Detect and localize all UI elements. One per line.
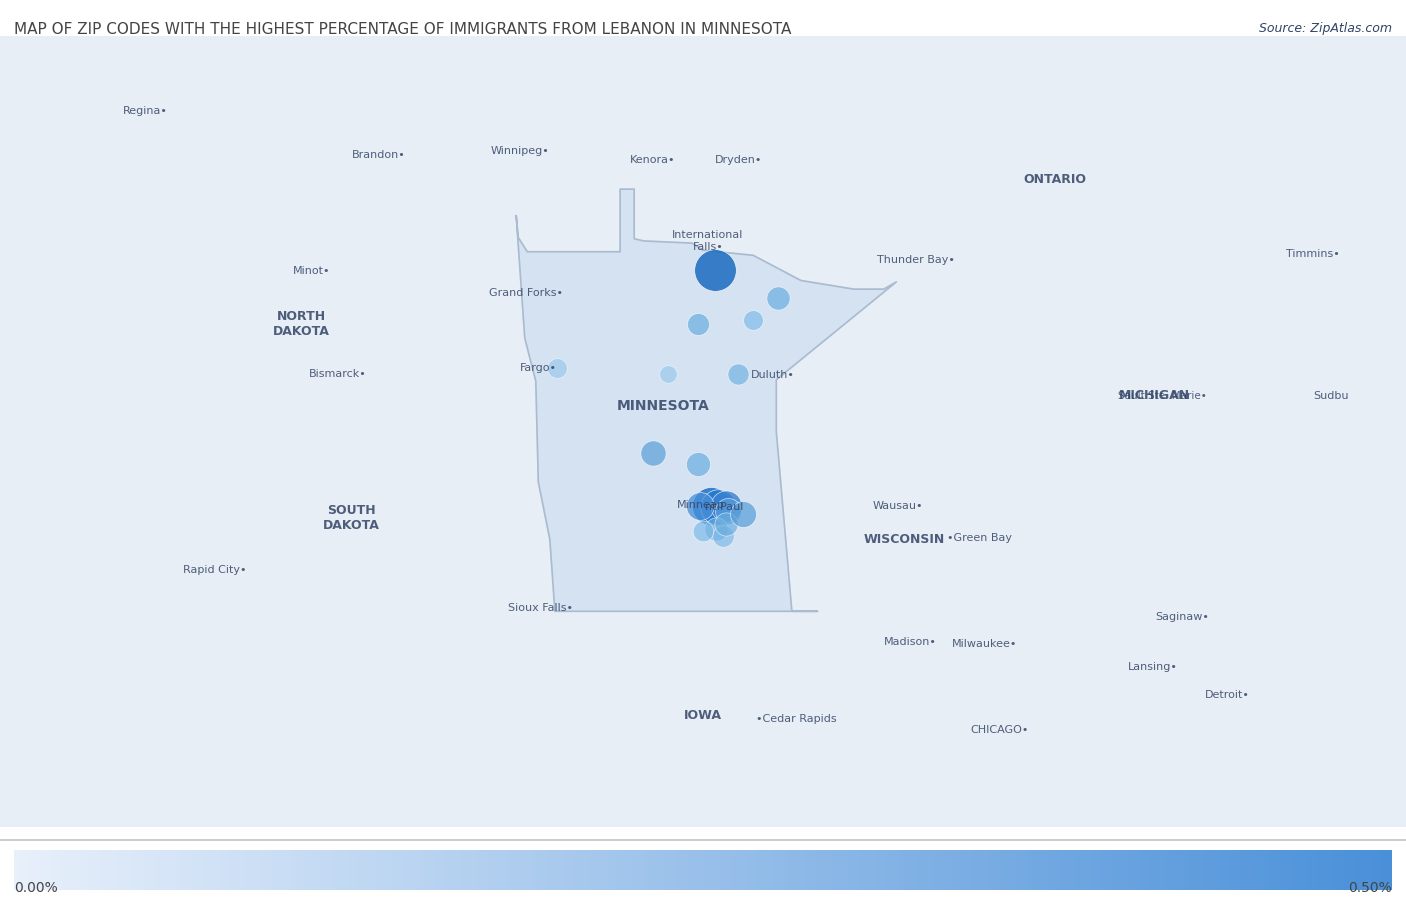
Text: MICHIGAN: MICHIGAN [1119,389,1191,402]
Text: Minneap: Minneap [676,500,724,510]
Text: nt Paul: nt Paul [704,502,744,512]
Text: Kenora•: Kenora• [630,156,675,165]
Text: NORTH
DAKOTA: NORTH DAKOTA [273,309,330,338]
Text: Timmins•: Timmins• [1286,249,1340,259]
Text: Dryden•: Dryden• [714,155,762,165]
Text: Sault Ste. Marie•: Sault Ste. Marie• [1118,390,1206,401]
Text: CHICAGO•: CHICAGO• [970,725,1028,735]
Point [711,529,734,543]
Text: Wausau•: Wausau• [873,502,924,512]
Point [641,446,664,460]
Text: Rapid City•: Rapid City• [183,565,246,574]
Text: Minot•: Minot• [292,266,330,276]
Text: Winnipeg•: Winnipeg• [491,146,550,156]
Text: Fargo•: Fargo• [520,363,557,373]
Point [686,457,709,471]
Text: Milwaukee•: Milwaukee• [952,638,1017,649]
Point [733,507,755,521]
Point [657,367,679,381]
Text: SOUTH
DAKOTA: SOUTH DAKOTA [323,503,380,532]
Point [742,313,765,327]
Text: Detroit•: Detroit• [1205,690,1250,700]
Text: Sioux Falls•: Sioux Falls• [509,602,574,613]
Point [686,316,709,331]
Point [699,498,721,512]
Point [689,498,711,512]
Polygon shape [516,189,897,611]
Point [714,516,737,530]
Text: Saginaw•: Saginaw• [1156,612,1209,622]
Text: 0.50%: 0.50% [1348,880,1392,895]
Text: MINNESOTA: MINNESOTA [616,399,709,414]
Text: Sudbu: Sudbu [1313,390,1348,401]
Text: IOWA: IOWA [683,709,723,722]
Text: WISCONSIN: WISCONSIN [863,533,945,546]
Point [703,263,725,277]
Text: Regina•: Regina• [124,106,169,117]
Text: Grand Forks•: Grand Forks• [489,288,562,298]
Text: •Cedar Rapids: •Cedar Rapids [755,714,837,725]
Text: Thunder Bay•: Thunder Bay• [877,255,955,265]
Text: MAP OF ZIP CODES WITH THE HIGHEST PERCENTAGE OF IMMIGRANTS FROM LEBANON IN MINNE: MAP OF ZIP CODES WITH THE HIGHEST PERCEN… [14,22,792,38]
Text: 0.00%: 0.00% [14,880,58,895]
Text: Source: ZipAtlas.com: Source: ZipAtlas.com [1258,22,1392,35]
Point [692,523,714,538]
Text: •Green Bay: •Green Bay [946,533,1012,543]
Text: Duluth•: Duluth• [751,370,796,380]
Text: Madison•: Madison• [883,637,936,647]
Text: Lansing•: Lansing• [1128,662,1177,672]
Text: Bismarck•: Bismarck• [308,369,367,379]
Text: ONTARIO: ONTARIO [1024,174,1085,186]
Point [717,503,740,518]
Text: International
Falls•: International Falls• [672,230,744,252]
Point [704,521,727,536]
Point [546,361,568,376]
Point [707,500,730,514]
Text: Brandon•: Brandon• [353,149,406,160]
Point [768,291,790,306]
Point [727,367,749,381]
Point [714,498,737,512]
